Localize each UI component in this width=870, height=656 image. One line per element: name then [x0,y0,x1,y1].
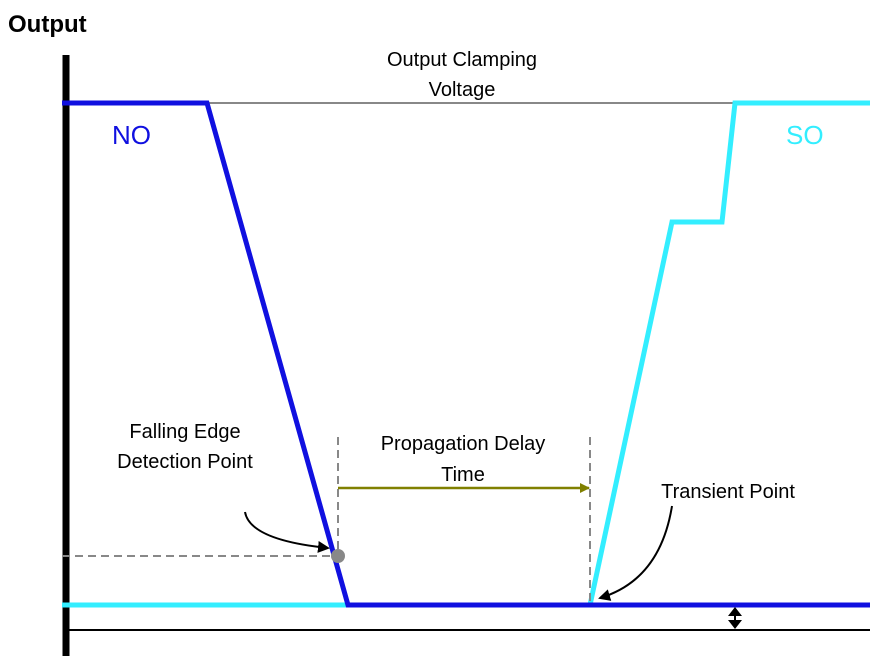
falling-label: Falling Edge [129,421,240,443]
no-label: NO [112,120,151,150]
title: Output [8,11,87,38]
so-label: SO [786,120,824,150]
delay-label: Time [441,464,485,486]
clamp-label: Voltage [429,79,496,101]
pointer-arrow [244,511,330,553]
pointer-arrow [598,505,673,601]
falling-label: Detection Point [117,451,253,473]
clamp-label: Output Clamping [387,49,537,71]
no-line [62,100,870,608]
detection-dot [331,549,345,563]
transient-label: Transient Point [661,481,795,503]
so-line [62,100,870,608]
delay-label: Propagation Delay [381,433,546,455]
offset-arrow-heads [728,607,742,629]
